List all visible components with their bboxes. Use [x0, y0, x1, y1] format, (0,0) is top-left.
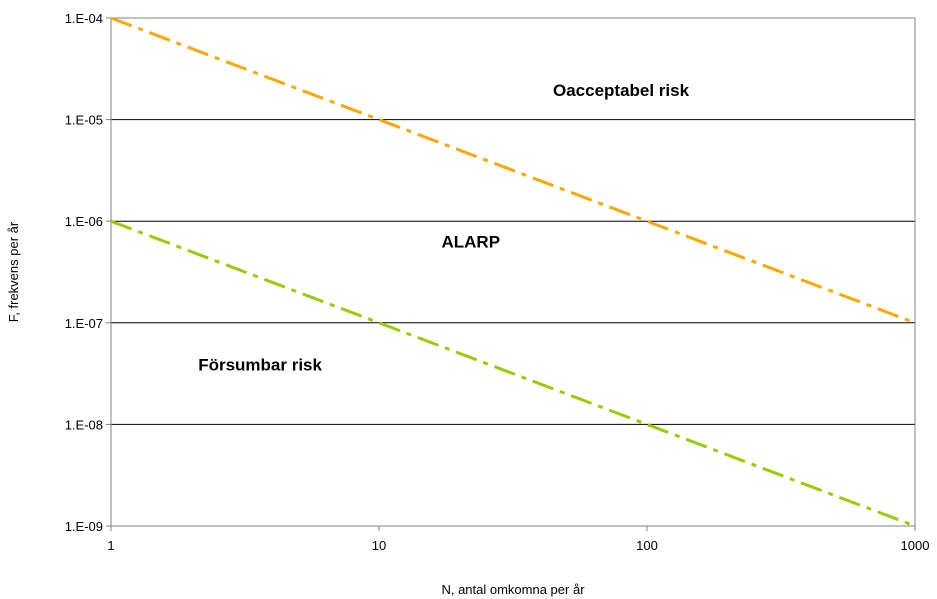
region-label: Försumbar risk [198, 355, 322, 374]
y-tick-label: 1.E-08 [65, 417, 103, 432]
gridlines [106, 17, 916, 531]
region-labels: Oacceptabel risk ALARP Försumbar risk [198, 81, 689, 374]
y-tick-label: 1.E-06 [65, 214, 103, 229]
y-tick-labels: 1.E-04 1.E-05 1.E-06 1.E-07 1.E-08 1.E-09 [65, 11, 103, 534]
x-axis-title: N, antal omkomna per år [441, 582, 585, 597]
y-tick-label: 1.E-04 [65, 11, 103, 26]
x-tick-label: 1000 [901, 538, 930, 553]
x-tick-labels: 1 10 100 1000 [107, 538, 929, 553]
series-line-2 [110, 219, 916, 528]
region-label: ALARP [441, 233, 500, 252]
x-tick-label: 10 [372, 538, 386, 553]
x-tick-label: 1 [107, 538, 114, 553]
y-axis-title: F, frekvens per år [6, 221, 21, 322]
series-line-1 [110, 16, 916, 325]
y-tick-label: 1.E-09 [65, 519, 103, 534]
plot-frame [110, 17, 916, 527]
series-lines [110, 16, 916, 528]
y-tick-label: 1.E-07 [65, 316, 103, 331]
region-label: Oacceptabel risk [553, 81, 690, 100]
x-tick-label: 100 [636, 538, 658, 553]
y-tick-label: 1.E-05 [65, 113, 103, 128]
